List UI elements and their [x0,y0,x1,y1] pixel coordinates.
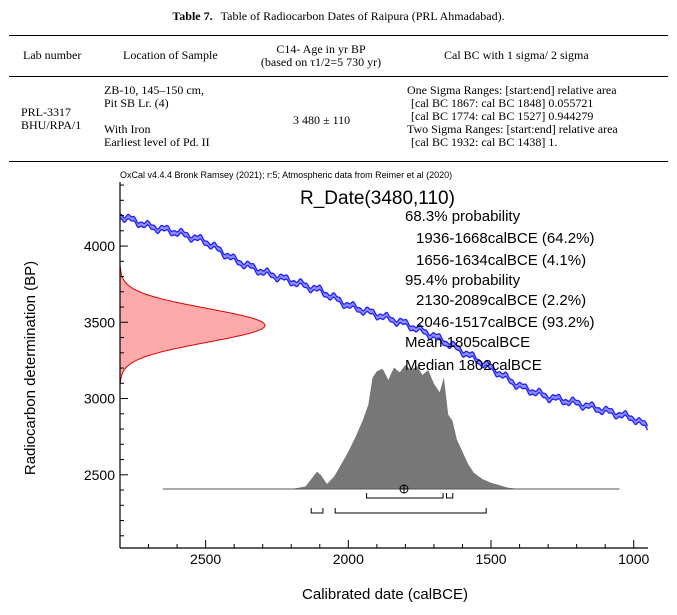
cal-line5: [cal BC 1932: cal BC 1438] 1. [411,135,558,149]
cal-line3: [cal BC 1774: cal BC 1527] 0.944279 [411,109,594,123]
header-age-line1: C14- Age in yr BP [276,42,366,56]
annotation-line-3: 1656-1634calBCE (4.1%) [416,252,586,269]
chart-credit: OxCal v4.4.4 Bronk Ramsey (2021); r:5; A… [120,170,452,180]
cal-line1: One Sigma Ranges: [start:end] relative a… [407,83,617,97]
cal-line4: Two Sigma Ranges: [start:end] relative a… [407,122,618,136]
annotation-line-2: 1936-1668calBCE (64.2%) [416,230,594,247]
header-cal-bc: Cal BC with 1 sigma/ 2 sigma [444,48,589,62]
y-axis-label: Radiocarbon determination (BP) [22,261,39,475]
annotation-line-1: 68.3% probability [405,208,521,225]
header-age-line2: (based on τ1/2=5 730 yr) [260,55,382,69]
loc-line4: Earliest level of Pd. II [104,135,210,149]
table-title: Table 7. Table of Radiocarbon Dates of Ra… [0,9,677,24]
annotation-line-7: Mean 1805calBCE [405,334,530,351]
lab-line1: PRL-3317 [21,105,72,119]
posterior-distribution [291,365,520,489]
radiocarbon-date-fill [120,266,265,385]
range-68-bracket-2 [446,493,454,499]
x-tick-label-2500: 2500 [190,551,221,567]
y-tick-label-3500: 3500 [84,314,115,330]
y-tick-label-3000: 3000 [84,391,115,407]
x-axis-label: Calibrated date (calBCE) [302,586,468,603]
header-c14-age: C14- Age in yr BP (based on τ1/2=5 730 y… [256,43,386,69]
table-caption: Table of Radiocarbon Dates of Raipura (P… [220,9,505,23]
range-95-bracket-2 [334,508,487,514]
range-95-bracket-1 [310,508,324,514]
header-lab-number: Lab number [23,48,82,62]
cell-cal-bc: One Sigma Ranges: [start:end] relative a… [407,84,618,149]
annotation-line-8: Median 1802calBCE [405,357,542,374]
loc-line1: ZB-10, 145–150 cm, [104,83,204,97]
calibration-lower-line [119,217,649,431]
cal-line2: [cal BC 1867: cal BC 1848] 0.055721 [411,96,594,110]
x-tick-label-1000: 1000 [618,551,649,567]
radiocarbon-date-line [119,266,266,385]
loc-line2: Pit SB Lr. (4) [104,96,169,110]
lab-line2: BHU/RPA/1 [21,118,82,132]
table-top-rule [9,35,668,36]
x-tick-label-1500: 1500 [475,551,506,567]
range-68-bracket-1 [366,493,444,499]
calibration-upper-line [119,213,649,427]
x-tick-label-2000: 2000 [333,551,364,567]
y-tick-label-2500: 2500 [84,467,115,483]
annotation-line-4: 95.4% probability [405,272,521,289]
loc-line3: With Iron [104,122,151,136]
calibration-chart: OxCal v4.4.4 Bronk Ramsey (2021); r:5; A… [22,170,650,603]
annotation-line-5: 2130-2089calBCE (2.2%) [416,292,586,309]
table-header-rule [9,76,668,77]
cell-location: ZB-10, 145–150 cm, Pit SB Lr. (4) With I… [104,84,210,149]
annotation-line-6: 2046-1517calBCE (93.2%) [416,314,594,331]
chart-title: R_Date(3480,110) [300,188,455,209]
cell-lab-number: PRL-3317 BHU/RPA/1 [21,106,81,132]
cell-c14-age: 3 480 ± 110 [293,113,351,127]
y-tick-label-4000: 4000 [84,238,115,254]
header-location: Location of Sample [123,48,218,62]
table-label: Table 7. [172,9,213,23]
table-bottom-rule [9,161,668,162]
